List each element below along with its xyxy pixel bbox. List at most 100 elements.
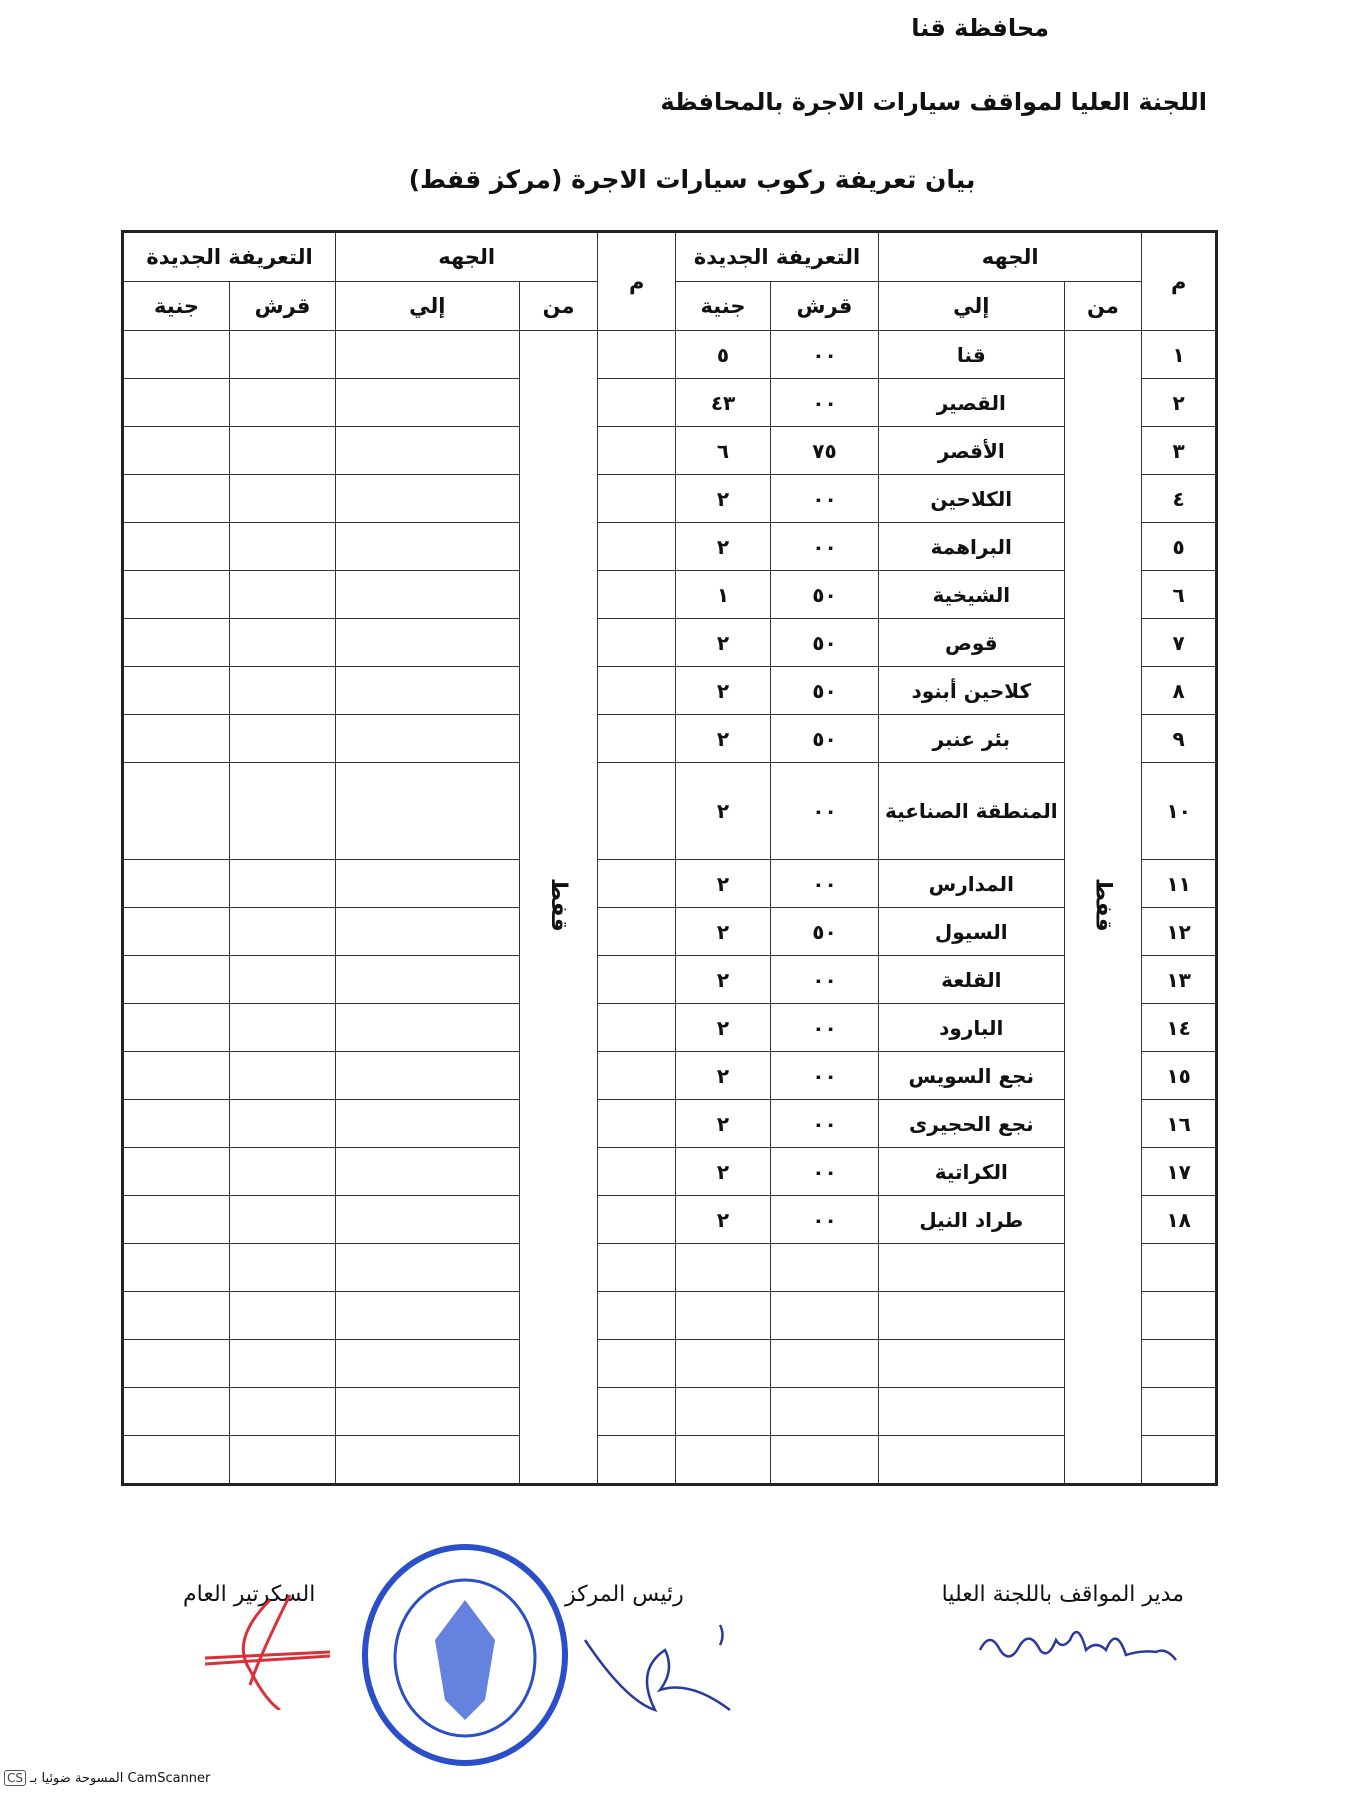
empty-cell <box>121 1339 231 1388</box>
destination-cell: بئر عنبر <box>877 714 1065 763</box>
pounds-cell: ٢ <box>675 1147 771 1196</box>
empty-cell <box>121 907 231 956</box>
empty-cell <box>877 1243 1065 1292</box>
piasters-cell: ٠٠ <box>769 1003 879 1052</box>
row-index: ٣ <box>1141 426 1217 475</box>
pounds-cell: ٢ <box>675 859 771 908</box>
row-index: ١٤ <box>1141 1003 1217 1052</box>
piasters-cell: ٧٥ <box>769 426 879 475</box>
empty-cell <box>769 1387 879 1436</box>
empty-cell <box>121 666 231 715</box>
scanner-footer: CS المسوحة ضوئيا بـ CamScanner <box>4 1770 210 1786</box>
destination-cell: الشيخية <box>877 570 1065 619</box>
left-index-cell <box>597 955 677 1004</box>
scanner-footer-text: المسوحة ضوئيا بـ CamScanner <box>30 1770 211 1786</box>
table-row: ٩ بئر عنبر ٥٠ ٢ <box>121 714 1217 763</box>
secretary-signature <box>204 1594 331 1710</box>
right-pounds-header: جنية <box>675 281 771 331</box>
destination-cell: الأقصر <box>877 426 1065 475</box>
left-to-header: إلي <box>335 281 520 331</box>
table-row: ٦ الشيخية ٥٠ ١ <box>121 570 1217 619</box>
piasters-cell: ٠٠ <box>769 330 879 379</box>
left-index-header: م <box>597 231 677 331</box>
empty-cell <box>877 1339 1065 1388</box>
empty-cell <box>769 1339 879 1388</box>
empty-cell <box>229 1051 337 1100</box>
empty-cell <box>229 762 337 860</box>
piasters-cell: ٥٠ <box>769 570 879 619</box>
empty-cell <box>335 1339 520 1388</box>
empty-cell <box>335 522 520 571</box>
pounds-cell: ٢ <box>675 1195 771 1244</box>
table-row: ٤ الكلاحين ٠٠ ٢ <box>121 474 1217 523</box>
fare-table: م الجهه التعريفة الجديدة م الجهه التعريف… <box>121 230 1218 1486</box>
empty-cell <box>121 1195 231 1244</box>
destination-cell: نجع السويس <box>877 1051 1065 1100</box>
row-index: ١٣ <box>1141 955 1217 1004</box>
row-index: ١٧ <box>1141 1147 1217 1196</box>
empty-cell <box>121 955 231 1004</box>
right-from-cell: قفط <box>1063 330 1143 1485</box>
piasters-cell: ٥٠ <box>769 714 879 763</box>
table-row: ١٤ البارود ٠٠ ٢ <box>121 1003 1217 1052</box>
pounds-cell: ٢ <box>675 474 771 523</box>
pounds-cell: ٢ <box>675 1099 771 1148</box>
table-row: ٥ البراهمة ٠٠ ٢ <box>121 522 1217 571</box>
left-index-cell <box>597 1339 677 1388</box>
pounds-cell: ٢ <box>675 714 771 763</box>
empty-cell <box>335 666 520 715</box>
left-index-cell <box>597 666 677 715</box>
document-title: بيان تعريفة ركوب سيارات الاجرة (مركز قفط… <box>408 165 976 194</box>
empty-cell <box>335 474 520 523</box>
empty-cell <box>675 1339 771 1388</box>
empty-cell <box>229 714 337 763</box>
left-index-cell <box>597 618 677 667</box>
empty-cell <box>121 1003 231 1052</box>
manager-label: مدير المواقف باللجنة العليا <box>941 1582 1184 1607</box>
table-row: ١ قفط قنا ٠٠ ٥ قفط <box>121 330 1217 1485</box>
empty-cell <box>229 955 337 1004</box>
empty-cell <box>121 474 231 523</box>
piasters-cell: ٠٠ <box>769 522 879 571</box>
empty-cell <box>335 1195 520 1244</box>
destination-cell: المدارس <box>877 859 1065 908</box>
piasters-cell: ٠٠ <box>769 474 879 523</box>
right-index-header: م <box>1141 231 1217 331</box>
empty-cell <box>335 1435 520 1485</box>
left-from-cell: قفط <box>518 330 599 1485</box>
empty-cell <box>1141 1339 1217 1388</box>
piasters-cell: ٠٠ <box>769 1051 879 1100</box>
piasters-cell: ٠٠ <box>769 1099 879 1148</box>
empty-cell <box>121 1147 231 1196</box>
piasters-cell: ٠٠ <box>769 378 879 427</box>
secretary-label: السكرتير العام <box>183 1582 316 1607</box>
row-index: ٨ <box>1141 666 1217 715</box>
empty-cell <box>675 1291 771 1340</box>
empty-cell <box>121 714 231 763</box>
destination-cell: قنا <box>877 330 1065 379</box>
empty-cell <box>877 1387 1065 1436</box>
empty-cell <box>229 1291 337 1340</box>
table-row <box>121 1435 1217 1485</box>
empty-cell <box>229 666 337 715</box>
empty-cell <box>335 762 520 860</box>
empty-cell <box>121 570 231 619</box>
empty-cell <box>335 1387 520 1436</box>
from-value: قفط <box>1090 877 1116 932</box>
empty-cell <box>121 859 231 908</box>
empty-cell <box>335 1099 520 1148</box>
governorate-title: محافظة قنا <box>911 14 1049 42</box>
pounds-cell: ٢ <box>675 1051 771 1100</box>
table-row: ١٥ نجع السويس ٠٠ ٢ <box>121 1051 1217 1100</box>
empty-cell <box>229 570 337 619</box>
table-row <box>121 1243 1217 1292</box>
piasters-cell: ٠٠ <box>769 1147 879 1196</box>
left-index-cell <box>597 907 677 956</box>
left-index-cell <box>597 1003 677 1052</box>
table-row: ٣ الأقصر ٧٥ ٦ <box>121 426 1217 475</box>
eagle-emblem-icon <box>435 1600 495 1720</box>
official-stamp <box>362 1544 568 1766</box>
empty-cell <box>335 570 520 619</box>
destination-cell: البراهمة <box>877 522 1065 571</box>
left-from-header: من <box>518 281 599 331</box>
